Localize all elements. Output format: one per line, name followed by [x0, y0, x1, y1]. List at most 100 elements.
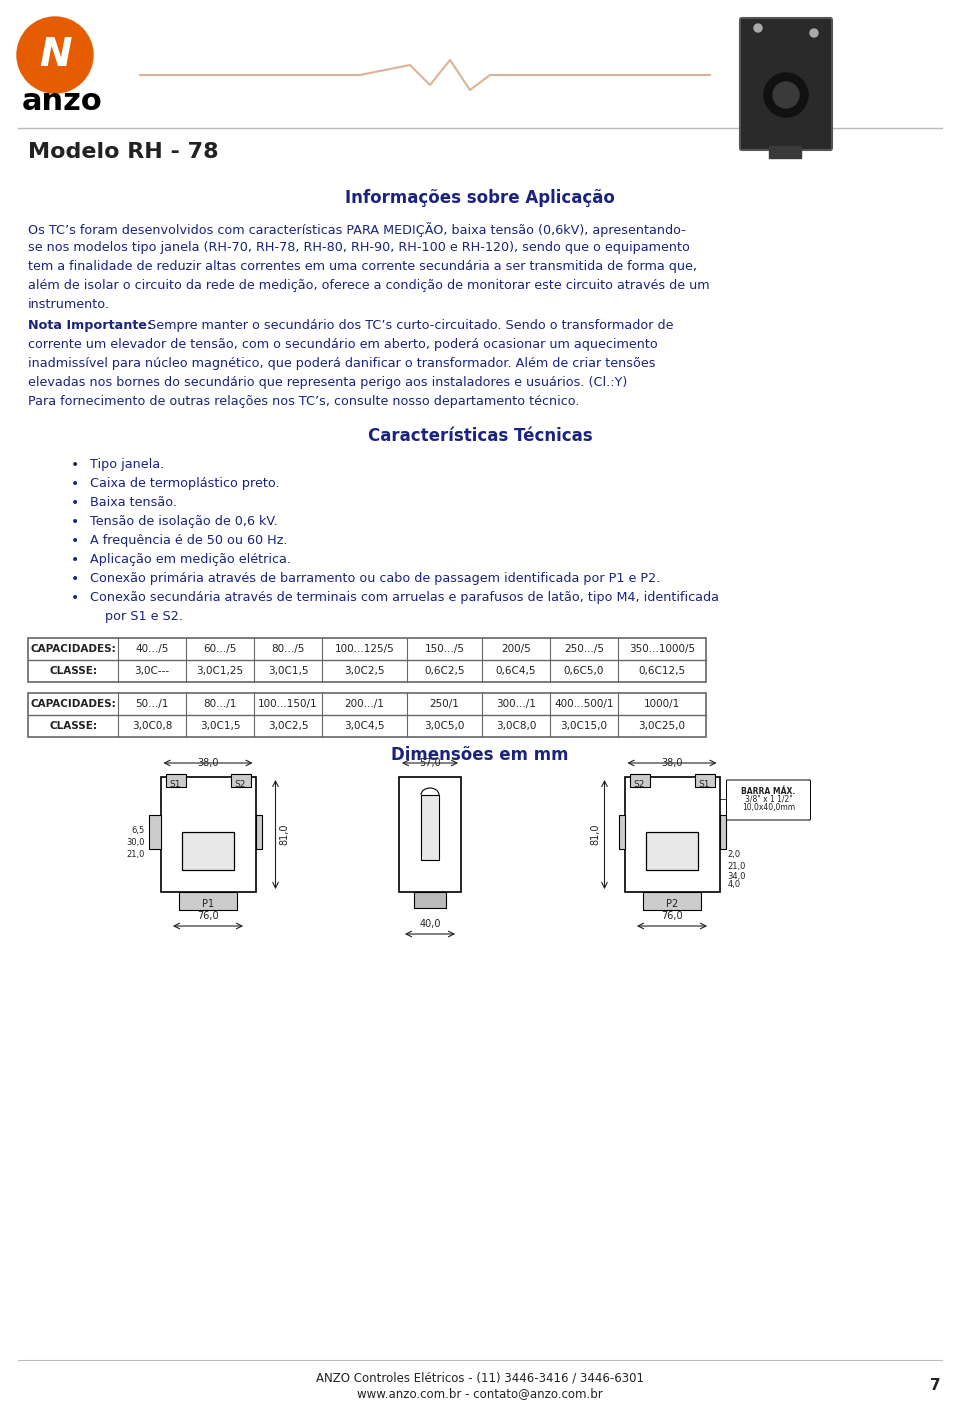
Bar — [322, 637, 407, 660]
Text: Modelo RH - 78: Modelo RH - 78 — [28, 142, 219, 162]
Bar — [28, 692, 118, 715]
Text: Sempre manter o secundário dos TC’s curto-circuitado. Sendo o transformador de: Sempre manter o secundário dos TC’s curt… — [144, 319, 674, 331]
Polygon shape — [149, 815, 160, 849]
Bar — [618, 637, 706, 660]
Text: Conexão secundária através de terminais com arruelas e parafusos de latão, tipo : Conexão secundária através de terminais … — [90, 591, 719, 603]
Text: Características Técnicas: Características Técnicas — [368, 427, 592, 446]
Text: 21,0: 21,0 — [126, 850, 145, 860]
Bar — [550, 715, 618, 737]
Text: •: • — [71, 477, 79, 491]
Bar — [186, 660, 254, 682]
Text: 0,6C12,5: 0,6C12,5 — [638, 666, 685, 675]
Bar — [186, 637, 254, 660]
Text: por S1 e S2.: por S1 e S2. — [105, 611, 182, 623]
Text: 3,0C0,8: 3,0C0,8 — [132, 721, 172, 730]
Polygon shape — [719, 815, 726, 849]
Bar — [407, 637, 482, 660]
Text: 34,0: 34,0 — [728, 873, 746, 881]
Circle shape — [754, 24, 762, 32]
Text: 40.../5: 40.../5 — [135, 644, 169, 654]
Bar — [254, 715, 322, 737]
Text: CLASSE:: CLASSE: — [49, 721, 97, 730]
Bar — [322, 660, 407, 682]
Bar — [322, 715, 407, 737]
Text: 3,0C1,25: 3,0C1,25 — [197, 666, 244, 675]
Text: 3,0C25,0: 3,0C25,0 — [638, 721, 685, 730]
Text: 3,0C2,5: 3,0C2,5 — [268, 721, 308, 730]
Text: ANZO Controles Elétricos - (11) 3446-3416 / 3446-6301: ANZO Controles Elétricos - (11) 3446-341… — [316, 1372, 644, 1385]
Text: 350...1000/5: 350...1000/5 — [629, 644, 695, 654]
Text: 3,0C8,0: 3,0C8,0 — [495, 721, 537, 730]
Bar — [165, 774, 185, 787]
Bar — [421, 795, 439, 860]
Text: CAPACIDADES:: CAPACIDADES: — [30, 644, 116, 654]
Polygon shape — [255, 815, 261, 849]
Circle shape — [773, 82, 799, 109]
Bar — [482, 660, 550, 682]
Text: 400...500/1: 400...500/1 — [554, 699, 613, 709]
Text: 21,0: 21,0 — [728, 863, 746, 871]
Text: Baixa tensão.: Baixa tensão. — [90, 496, 177, 509]
Text: BARRA MÁX.: BARRA MÁX. — [741, 787, 796, 797]
Bar — [769, 147, 801, 158]
Bar — [160, 777, 255, 893]
Text: além de isolar o circuito da rede de medição, oferece a condição de monitorar es: além de isolar o circuito da rede de med… — [28, 279, 709, 292]
Text: S2: S2 — [634, 780, 645, 790]
Text: 80.../5: 80.../5 — [272, 644, 304, 654]
Text: 3,0C15,0: 3,0C15,0 — [561, 721, 608, 730]
Bar — [625, 777, 719, 893]
Text: 6,5: 6,5 — [132, 825, 145, 835]
Text: 30,0: 30,0 — [126, 838, 145, 846]
Text: 38,0: 38,0 — [661, 759, 683, 768]
Bar — [482, 637, 550, 660]
Text: •: • — [71, 515, 79, 529]
Text: www.anzo.com.br - contato@anzo.com.br: www.anzo.com.br - contato@anzo.com.br — [357, 1387, 603, 1400]
Text: 0,6C4,5: 0,6C4,5 — [495, 666, 537, 675]
Bar — [482, 715, 550, 737]
Text: Nota Importante:: Nota Importante: — [28, 319, 152, 331]
Text: 81,0: 81,0 — [590, 823, 601, 845]
Text: N: N — [38, 37, 71, 73]
Text: CLASSE:: CLASSE: — [49, 666, 97, 675]
Text: inadmissível para núcleo magnético, que poderá danificar o transformador. Além d: inadmissível para núcleo magnético, que … — [28, 357, 656, 369]
Text: 76,0: 76,0 — [197, 911, 219, 921]
Text: 3,0C4,5: 3,0C4,5 — [345, 721, 385, 730]
Text: 250/1: 250/1 — [429, 699, 460, 709]
Text: 3,0C5,0: 3,0C5,0 — [424, 721, 465, 730]
Bar — [28, 637, 706, 682]
Bar — [322, 692, 407, 715]
Text: Tensão de isolação de 0,6 kV.: Tensão de isolação de 0,6 kV. — [90, 515, 277, 527]
Text: S2: S2 — [235, 780, 246, 790]
Text: 200.../1: 200.../1 — [345, 699, 384, 709]
Text: •: • — [71, 591, 79, 605]
Bar — [618, 715, 706, 737]
Text: 3,0C1,5: 3,0C1,5 — [268, 666, 308, 675]
Text: 10,0x40,0mm: 10,0x40,0mm — [742, 804, 795, 812]
Text: Os TC’s foram desenvolvidos com características PARA MEDIÇÃO, baixa tensão (0,6k: Os TC’s foram desenvolvidos com caracter… — [28, 221, 685, 237]
Text: S1: S1 — [170, 780, 181, 790]
Bar — [118, 715, 186, 737]
Text: 200/5: 200/5 — [501, 644, 531, 654]
Text: Dimensões em mm: Dimensões em mm — [392, 746, 568, 764]
Text: 60.../5: 60.../5 — [204, 644, 237, 654]
Bar — [28, 637, 118, 660]
Text: corrente um elevador de tensão, com o secundário em aberto, poderá ocasionar um : corrente um elevador de tensão, com o se… — [28, 338, 658, 351]
Text: P2: P2 — [666, 900, 678, 909]
Text: 4,0: 4,0 — [728, 880, 740, 890]
Bar — [186, 692, 254, 715]
FancyBboxPatch shape — [727, 780, 810, 821]
Bar — [230, 774, 251, 787]
Text: S1: S1 — [699, 780, 710, 790]
Text: 80.../1: 80.../1 — [204, 699, 237, 709]
Bar — [254, 660, 322, 682]
Text: 50.../1: 50.../1 — [135, 699, 169, 709]
Text: 100...125/5: 100...125/5 — [335, 644, 395, 654]
Text: Para fornecimento de outras relações nos TC’s, consulte nosso departamento técni: Para fornecimento de outras relações nos… — [28, 395, 580, 407]
Bar — [694, 774, 714, 787]
Bar — [179, 893, 237, 909]
Bar — [399, 777, 461, 893]
Text: 3,0C1,5: 3,0C1,5 — [200, 721, 240, 730]
Bar — [618, 660, 706, 682]
Bar — [407, 692, 482, 715]
Text: •: • — [71, 496, 79, 510]
